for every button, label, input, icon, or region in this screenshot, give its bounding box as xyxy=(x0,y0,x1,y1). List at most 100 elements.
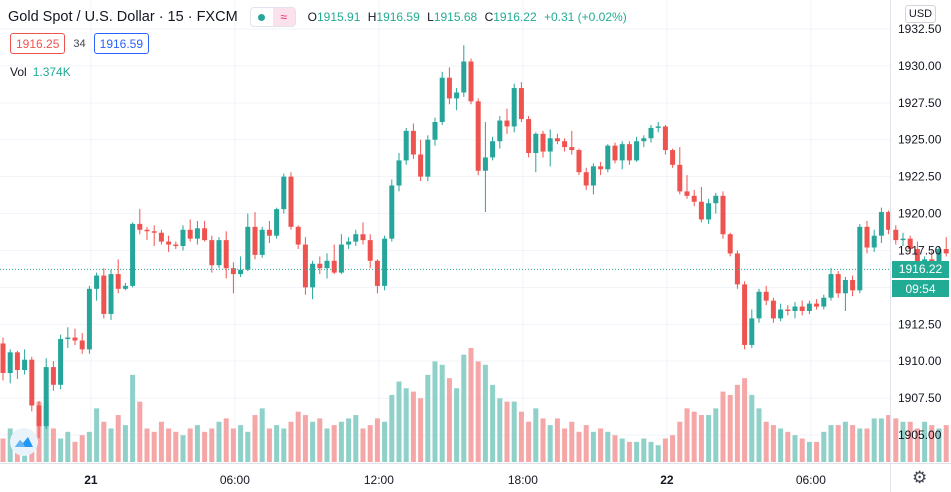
candle xyxy=(619,141,625,170)
volume-bar xyxy=(828,425,834,462)
candle xyxy=(151,225,157,247)
volume-bar xyxy=(756,408,762,462)
candle xyxy=(43,358,49,430)
delayed-data-icon[interactable]: ≈ xyxy=(272,8,295,26)
time-axis[interactable]: 21 06:00 12:00 18:00 22 06:00 xyxy=(0,463,951,488)
candle xyxy=(266,220,272,244)
volume-bar xyxy=(886,415,892,462)
volume-bar xyxy=(533,408,539,462)
volume-bar xyxy=(360,428,366,462)
volume-bar xyxy=(115,415,121,462)
volume-bar xyxy=(655,445,661,462)
candle xyxy=(302,237,308,295)
change-value: +0.31 (+0.02%) xyxy=(543,10,627,24)
spread-value: 34 xyxy=(73,37,86,50)
volume-bar xyxy=(72,441,78,462)
volume-bar xyxy=(511,401,517,462)
volume-bar xyxy=(223,418,229,462)
price-tick-label: 1917.50 xyxy=(898,243,942,257)
candle xyxy=(101,268,107,319)
candle xyxy=(475,98,481,176)
volume-bar xyxy=(662,438,668,462)
volume-bar xyxy=(792,435,798,462)
candle xyxy=(749,309,755,348)
volume-bar xyxy=(194,425,200,462)
market-status-pill[interactable]: ≈ xyxy=(249,7,296,27)
volume-bar xyxy=(353,415,359,462)
candle xyxy=(202,220,208,242)
volume-bar xyxy=(914,428,920,462)
volume-bar xyxy=(526,421,532,462)
volume-label[interactable]: Vol xyxy=(10,65,27,79)
candle xyxy=(504,108,510,134)
candle xyxy=(569,130,575,155)
volume-bar xyxy=(900,421,906,462)
candle xyxy=(814,299,820,310)
candle xyxy=(295,225,301,249)
candle xyxy=(281,173,287,214)
candle xyxy=(86,285,92,354)
candle xyxy=(691,189,697,207)
candle xyxy=(245,213,251,272)
candle xyxy=(439,71,445,125)
volume-bar xyxy=(310,421,316,462)
volume-bar xyxy=(835,425,841,462)
candle xyxy=(835,271,841,298)
volume-value: 1.374K xyxy=(32,65,71,79)
volume-bar xyxy=(634,441,640,462)
volume-bar xyxy=(929,425,935,462)
candle xyxy=(108,269,114,320)
market-open-dot-icon xyxy=(258,13,266,21)
buy-button[interactable]: 1916.59 xyxy=(93,33,150,54)
candle xyxy=(778,303,784,322)
volume-bar xyxy=(677,421,683,462)
candle xyxy=(547,129,553,167)
volume-bar xyxy=(403,388,409,462)
volume-bar xyxy=(202,431,208,462)
candle xyxy=(72,328,78,345)
candle xyxy=(94,272,100,301)
volume-bar xyxy=(295,411,301,462)
open-value: 1915.91 xyxy=(317,10,361,24)
sell-button[interactable]: 1916.25 xyxy=(10,33,66,54)
volume-bar xyxy=(540,418,546,462)
candle xyxy=(554,133,560,145)
candle xyxy=(677,147,683,195)
candle xyxy=(173,241,179,249)
candle xyxy=(907,235,913,254)
candle xyxy=(115,259,121,294)
price-axis[interactable]: 1932.50 1930.00 1927.50 1925.00 1922.50 1920.… xyxy=(890,0,942,492)
volume-bar xyxy=(648,441,654,462)
volume-bar xyxy=(439,364,445,462)
gear-icon[interactable]: ⚙ xyxy=(912,468,928,487)
volume-bar xyxy=(684,408,690,462)
symbol-title[interactable]: Gold Spot / U.S. Dollar · 15 · FXCM xyxy=(8,9,238,25)
volume-bar xyxy=(547,425,553,462)
volume-bar xyxy=(490,384,496,462)
candle xyxy=(785,305,791,316)
currency-button[interactable]: USD xyxy=(905,5,936,23)
candle xyxy=(50,361,56,391)
volume-bar xyxy=(58,438,64,462)
volume-bar xyxy=(626,441,632,462)
volume-bar xyxy=(410,391,416,462)
volume-bar xyxy=(43,405,49,462)
ohlc-values: O1915.91 H1916.59 L1915.68 C1916.22 +0.3… xyxy=(307,10,627,24)
volume-bar xyxy=(274,425,280,462)
candle xyxy=(194,220,200,245)
candle xyxy=(518,82,524,123)
candle xyxy=(425,135,431,182)
volume-bar xyxy=(346,418,352,462)
tradingview-logo-icon[interactable] xyxy=(10,428,38,456)
candle xyxy=(410,123,416,159)
volume-bar xyxy=(785,431,791,462)
candle xyxy=(490,136,496,161)
price-tick-label: 1912.50 xyxy=(898,317,942,331)
volume-bar xyxy=(425,374,431,462)
candle xyxy=(850,275,856,297)
volume-bar xyxy=(187,428,193,462)
volume-bar xyxy=(641,438,647,462)
volume-bar xyxy=(302,415,308,462)
bar-countdown-tag: 09:54 xyxy=(892,280,949,298)
